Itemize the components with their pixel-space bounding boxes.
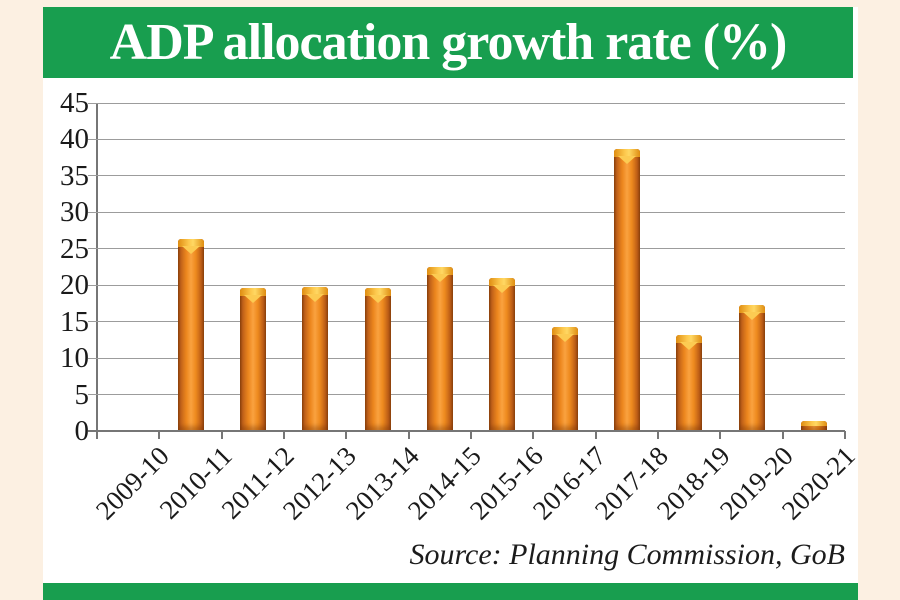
gridline-15 xyxy=(88,321,845,323)
gridline-10 xyxy=(88,357,845,359)
y-tick-label-40: 40 xyxy=(60,123,89,156)
gridline-30 xyxy=(88,211,845,213)
y-tick-label-45: 45 xyxy=(60,87,89,119)
x-axis-tick xyxy=(345,431,348,439)
x-axis-tick xyxy=(594,431,597,439)
footer-accent-strip xyxy=(43,583,858,600)
bar-2014-15 xyxy=(426,266,453,430)
bar-2017-18 xyxy=(613,148,640,430)
y-tick-label-0: 0 xyxy=(74,415,90,447)
bar-2012-13 xyxy=(302,287,329,430)
bar-2010-11 xyxy=(177,239,204,430)
x-axis-tick xyxy=(470,431,472,439)
x-axis-tick xyxy=(657,431,659,439)
bar-2020-21 xyxy=(800,421,827,430)
chart-plot-area xyxy=(88,102,846,439)
gridline-45 xyxy=(88,102,845,104)
bar-2019-20 xyxy=(738,304,765,430)
y-tick-label-25: 25 xyxy=(60,232,89,265)
x-axis-tick xyxy=(158,431,161,439)
x-axis-tick xyxy=(283,431,285,439)
gridline-20 xyxy=(88,284,845,286)
bar-2011-12 xyxy=(239,287,266,430)
x-axis-tick xyxy=(719,431,722,439)
y-tick-label-20: 20 xyxy=(60,269,89,302)
bar-2013-14 xyxy=(364,287,391,430)
gridline-40 xyxy=(88,138,845,140)
x-axis-tick xyxy=(844,431,846,439)
y-tick-label-10: 10 xyxy=(60,342,89,375)
source-note: Source: Planning Commission, GoB xyxy=(409,538,845,571)
y-tick-label-30: 30 xyxy=(60,196,89,229)
x-axis-tick xyxy=(781,431,784,439)
x-axis-line xyxy=(88,430,845,432)
bar-2016-17 xyxy=(551,326,578,430)
y-axis-line xyxy=(96,103,98,431)
gridline-25 xyxy=(88,248,845,250)
gridline-35 xyxy=(88,175,845,177)
bar-2018-19 xyxy=(676,335,703,430)
gridline-5 xyxy=(88,394,845,396)
y-tick-label-35: 35 xyxy=(60,159,89,192)
y-tick-label-15: 15 xyxy=(60,305,89,338)
x-axis-tick xyxy=(96,431,98,439)
bar-2015-16 xyxy=(489,278,516,430)
page-title: ADP allocation growth rate (%) xyxy=(109,13,788,71)
y-tick-label-5: 5 xyxy=(74,378,90,411)
chart-title-banner: ADP allocation growth rate (%) xyxy=(43,7,853,78)
x-axis-tick xyxy=(407,431,410,439)
x-axis-tick xyxy=(532,431,535,439)
x-axis-tick xyxy=(220,431,223,439)
